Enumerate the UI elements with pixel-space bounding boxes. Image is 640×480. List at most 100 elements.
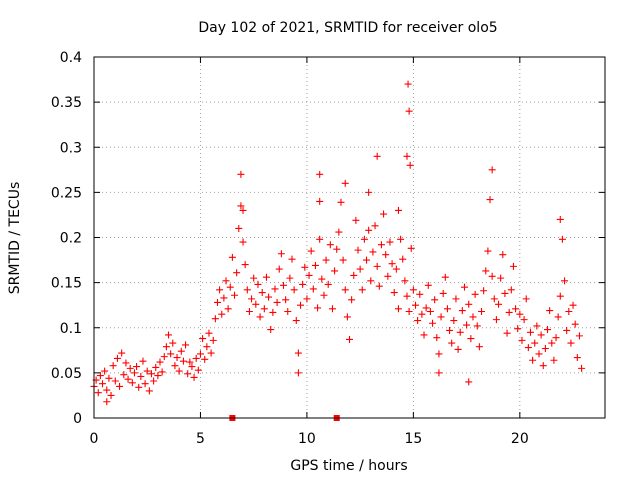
y-tick-label: 0.2 xyxy=(60,231,82,247)
data-point xyxy=(324,280,332,288)
data-point xyxy=(222,277,230,285)
data-point xyxy=(388,260,396,268)
data-point xyxy=(248,295,256,303)
data-point xyxy=(135,383,143,391)
data-point xyxy=(431,296,439,304)
data-point xyxy=(420,331,428,339)
data-point xyxy=(169,339,177,347)
y-axis-tick-labels: 0 0.05 0.1 0.15 0.2 0.25 0.3 0.35 0.4 xyxy=(51,50,82,427)
data-point xyxy=(190,373,198,381)
data-point xyxy=(480,287,488,295)
data-point xyxy=(156,358,164,366)
chart-title: Day 102 of 2021, SRMTID for receiver olo… xyxy=(198,20,497,36)
data-point xyxy=(439,289,447,297)
data-point xyxy=(301,263,309,271)
data-point xyxy=(405,107,413,115)
data-point xyxy=(352,216,360,224)
y-tick-label: 0.05 xyxy=(51,366,82,382)
data-point xyxy=(518,336,526,344)
data-point xyxy=(150,377,158,385)
data-point xyxy=(384,272,392,280)
data-point xyxy=(544,326,552,334)
data-point xyxy=(452,295,460,303)
data-point xyxy=(471,290,479,298)
data-point xyxy=(377,241,385,249)
data-point xyxy=(529,356,537,364)
data-point xyxy=(486,196,494,204)
data-point xyxy=(554,313,562,321)
data-point xyxy=(448,339,456,347)
data-point xyxy=(237,170,245,178)
data-point xyxy=(350,271,358,279)
data-point xyxy=(130,369,138,377)
data-point xyxy=(516,310,524,318)
data-point xyxy=(407,244,415,252)
data-point xyxy=(267,326,275,334)
data-point xyxy=(120,371,128,379)
data-point xyxy=(435,350,443,358)
data-point xyxy=(320,291,328,299)
data-point xyxy=(318,275,326,283)
data-point xyxy=(213,298,221,306)
data-point xyxy=(292,317,300,325)
data-point xyxy=(303,295,311,303)
data-point xyxy=(575,332,583,340)
data-point xyxy=(252,300,260,308)
data-point xyxy=(184,370,192,378)
data-point xyxy=(558,235,566,243)
data-point xyxy=(565,308,573,316)
data-point xyxy=(273,298,281,306)
x-tick-label: 0 xyxy=(90,431,99,447)
data-point xyxy=(369,248,377,256)
data-point xyxy=(365,226,373,234)
data-point xyxy=(414,317,422,325)
data-point xyxy=(475,343,483,351)
data-point xyxy=(165,331,173,339)
data-point xyxy=(365,188,373,196)
data-point xyxy=(397,235,405,243)
data-point xyxy=(371,222,379,230)
data-point xyxy=(173,354,181,362)
data-point xyxy=(465,378,473,386)
data-point xyxy=(250,274,258,282)
data-point xyxy=(524,344,532,352)
data-point xyxy=(316,170,324,178)
data-point xyxy=(406,161,414,169)
data-point xyxy=(158,368,166,376)
data-point xyxy=(254,280,262,288)
data-point xyxy=(282,296,290,304)
data-point xyxy=(103,398,111,406)
data-point xyxy=(128,379,136,387)
data-point xyxy=(262,273,270,281)
data-point xyxy=(199,335,207,343)
data-point xyxy=(162,343,170,351)
data-point xyxy=(354,246,362,254)
data-point xyxy=(111,377,119,385)
data-point xyxy=(216,286,224,294)
data-point xyxy=(526,328,534,336)
data-point xyxy=(147,370,155,378)
data-point xyxy=(139,357,147,365)
data-point xyxy=(497,274,505,282)
data-point xyxy=(358,286,366,294)
data-point xyxy=(556,292,564,300)
data-point xyxy=(269,308,277,316)
data-point xyxy=(341,179,349,187)
data-point xyxy=(286,274,294,282)
data-point xyxy=(279,281,287,289)
data-point xyxy=(205,329,213,337)
data-point xyxy=(237,202,245,210)
axis-ticks xyxy=(93,56,605,419)
data-point xyxy=(194,366,202,374)
data-point xyxy=(450,317,458,325)
data-point xyxy=(113,354,121,362)
data-point xyxy=(499,251,507,259)
data-point xyxy=(567,339,575,347)
data-point xyxy=(256,313,264,321)
data-point xyxy=(196,350,204,358)
data-point xyxy=(316,197,324,205)
data-point xyxy=(571,320,579,328)
data-point xyxy=(288,255,296,263)
data-point xyxy=(105,374,113,382)
data-point xyxy=(356,265,364,273)
